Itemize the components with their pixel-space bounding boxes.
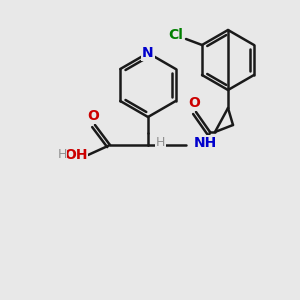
- Text: H: H: [156, 136, 165, 149]
- Text: NH: NH: [194, 136, 217, 150]
- Text: H: H: [57, 148, 67, 161]
- Text: O: O: [188, 96, 200, 110]
- Text: N: N: [142, 46, 154, 60]
- Text: O: O: [87, 109, 99, 123]
- Text: Cl: Cl: [169, 28, 184, 42]
- Text: OH: OH: [64, 148, 88, 162]
